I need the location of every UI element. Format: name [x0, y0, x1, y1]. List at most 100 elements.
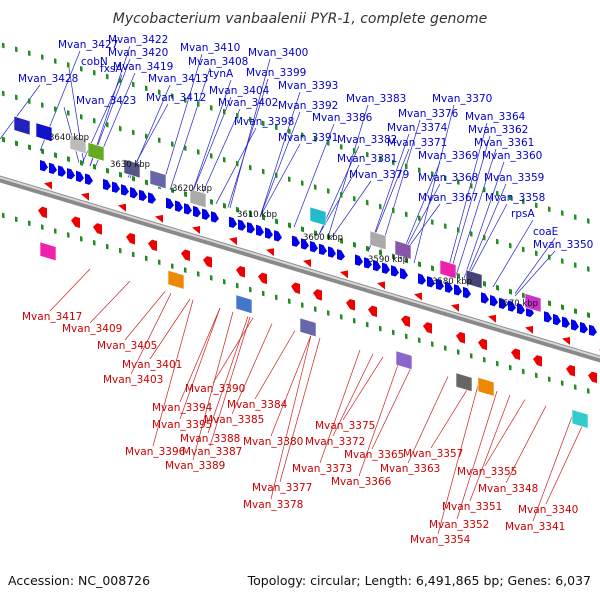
- connector-line: [492, 219, 534, 288]
- gene-feature-box: [123, 158, 141, 179]
- gene-label-mvan-3417: Mvan_3417: [22, 311, 82, 323]
- track-tick: [80, 160, 83, 166]
- gene-label-mvan-3396: Mvan_3396: [125, 446, 186, 458]
- track-tick: [184, 145, 187, 151]
- forward-gene-arrow: [391, 265, 399, 277]
- forward-gene-arrow: [49, 162, 57, 175]
- forward-gene-arrow: [508, 300, 516, 312]
- forward-gene-arrow: [202, 208, 210, 220]
- track-tick: [67, 62, 70, 68]
- gene-label-mvan-3373: Mvan_3373: [292, 463, 352, 475]
- track-tick: [158, 137, 161, 144]
- gene-label-mvan-3363: Mvan_3363: [380, 463, 440, 475]
- gene-label-mvan-3390: Mvan_3390: [185, 383, 245, 395]
- track-tick: [54, 228, 57, 234]
- connector-line: [192, 311, 234, 461]
- track-tick: [171, 187, 174, 194]
- gene-label-mvan-3427: Mvan_3427: [58, 39, 118, 51]
- track-tick: [275, 172, 278, 179]
- gene-label-mvan-3409: Mvan_3409: [62, 323, 122, 335]
- reverse-gene-arrow: [192, 226, 200, 235]
- track-tick: [93, 239, 96, 246]
- connector-line: [161, 53, 203, 188]
- forward-gene-arrow: [184, 203, 192, 215]
- gene-label-mvan-3374: Mvan_3374: [387, 122, 448, 134]
- track-tick: [184, 191, 187, 198]
- forward-gene-arrow: [328, 246, 336, 258]
- track-tick: [405, 333, 408, 340]
- gene-feature-box: [465, 269, 483, 289]
- gene-label-mvan-3402: Mvan_3402: [218, 97, 278, 109]
- connector-line: [332, 353, 374, 437]
- track-tick: [275, 294, 278, 301]
- track-tick: [379, 325, 382, 332]
- connector-line: [124, 291, 166, 341]
- track-tick: [15, 216, 18, 223]
- track-tick: [548, 300, 551, 307]
- gene-label-mvan-3380: Mvan_3380: [243, 436, 303, 448]
- track-tick: [93, 163, 96, 170]
- track-tick: [483, 186, 486, 193]
- track-tick: [145, 85, 148, 92]
- track-tick: [496, 190, 499, 197]
- track-tick: [301, 302, 304, 309]
- connector-line: [229, 58, 271, 209]
- reverse-gene-arrow: [451, 303, 459, 312]
- track-tick: [210, 153, 213, 159]
- connector-line: [149, 298, 191, 360]
- forward-gene-arrow: [175, 200, 183, 212]
- gene-label-mvan-3412: Mvan_3412: [146, 92, 206, 104]
- reverse-gene-arrow: [414, 292, 422, 301]
- forward-gene-arrow: [247, 222, 255, 234]
- gene-feature-box: [235, 294, 253, 314]
- track-tick: [301, 226, 304, 233]
- track-tick: [158, 89, 161, 96]
- reverse-gene-arrow: [346, 299, 355, 311]
- forward-gene-arrow: [562, 316, 570, 328]
- track-tick: [496, 238, 499, 245]
- reverse-gene-arrow: [203, 256, 212, 268]
- track-tick: [210, 275, 213, 281]
- connector-line: [532, 413, 574, 522]
- gene-label-mvan-3387: Mvan_3387: [182, 446, 242, 458]
- gene-label-mvan-3376: Mvan_3376: [398, 108, 459, 120]
- track-tick: [275, 218, 278, 225]
- track-tick: [15, 94, 18, 101]
- connector-line: [371, 365, 413, 450]
- connector-line: [209, 316, 251, 447]
- scale-label: 3580 kbp: [432, 277, 472, 287]
- track-tick: [483, 280, 486, 287]
- track-tick: [574, 214, 577, 220]
- track-tick: [431, 341, 434, 348]
- track-tick: [405, 211, 408, 218]
- gene-label-mvan-3362: Mvan_3362: [468, 124, 528, 136]
- forward-gene-arrow: [571, 319, 579, 331]
- gene-label-mvan-3371: Mvan_3371: [387, 137, 447, 149]
- connector-line: [270, 335, 312, 500]
- gene-label-mvan-3369: Mvan_3369: [418, 150, 478, 162]
- connector-line: [446, 122, 488, 274]
- forward-gene-arrow: [418, 273, 426, 285]
- track-tick: [470, 353, 473, 359]
- reverse-gene-arrow: [118, 203, 126, 212]
- track-tick: [327, 140, 330, 146]
- track-tick: [41, 224, 44, 231]
- track-tick: [80, 236, 83, 242]
- gene-feature-box: [87, 142, 105, 162]
- reverse-gene-arrow: [258, 272, 267, 285]
- track-tick: [574, 308, 577, 315]
- track-tick: [444, 223, 447, 229]
- connector-line: [179, 307, 221, 403]
- connector-line: [0, 84, 41, 140]
- track-tick: [457, 273, 460, 280]
- forward-gene-arrow: [238, 219, 246, 231]
- connector-line: [463, 161, 505, 279]
- track-tick: [158, 259, 161, 266]
- track-tick: [2, 212, 5, 219]
- gene-label-mvan-3393: Mvan_3393: [278, 80, 338, 92]
- connector-line: [330, 180, 372, 239]
- gene-label-mvan-3382: Mvan_3382: [337, 134, 397, 146]
- track-tick: [132, 251, 135, 258]
- map-title: Mycobacterium vanbaalenii PYR-1, complet…: [113, 11, 488, 27]
